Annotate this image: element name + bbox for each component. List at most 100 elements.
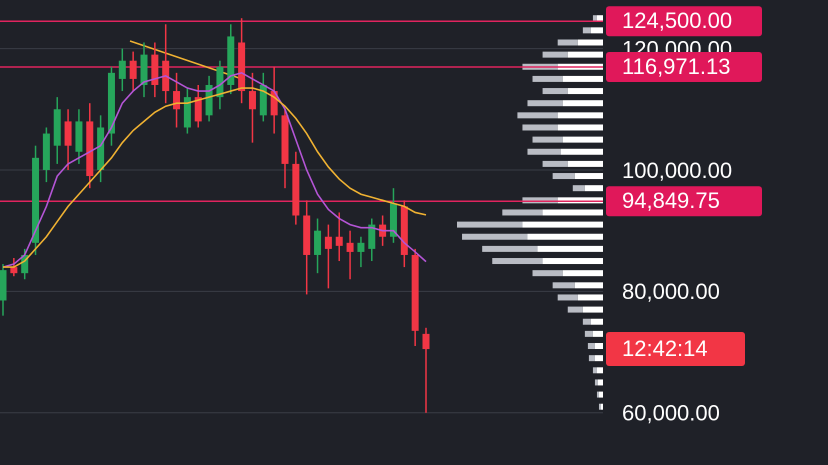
candle-body	[346, 242, 354, 252]
profile-buy	[527, 233, 603, 240]
candle-body	[75, 121, 83, 152]
profile-buy	[600, 403, 603, 410]
candle-body	[292, 163, 300, 216]
profile-buy	[562, 136, 603, 143]
candle-body	[64, 121, 72, 146]
candle-body	[281, 115, 289, 164]
profile-sell	[482, 245, 538, 252]
profile-buy	[577, 294, 603, 301]
price-line-label: 124,500.00	[622, 8, 732, 33]
candle-body	[324, 236, 332, 249]
profile-sell	[582, 318, 591, 325]
candle-body	[42, 133, 50, 170]
candle-body	[357, 242, 365, 252]
candle-body	[314, 230, 322, 255]
trend-line	[129, 40, 246, 81]
profile-buy	[582, 306, 603, 313]
profile-sell	[557, 294, 578, 301]
candle-body	[151, 54, 159, 85]
price-line-label: 116,971.13	[622, 54, 730, 79]
profile-sell	[584, 330, 593, 337]
profile-sell	[582, 27, 591, 34]
profile-sell	[527, 100, 563, 107]
profile-sell	[502, 209, 543, 216]
profile-sell	[522, 197, 558, 204]
profile-buy	[574, 173, 603, 180]
profile-sell	[587, 343, 595, 350]
candle-body	[10, 267, 18, 274]
profile-sell	[492, 258, 543, 265]
candle-body	[140, 54, 148, 85]
moving-average	[3, 87, 427, 268]
profile-sell	[542, 88, 568, 95]
y-tick-label: 100,000.00	[622, 158, 732, 183]
profile-sell	[542, 51, 568, 58]
candle-body	[32, 157, 40, 243]
profile-sell	[532, 270, 563, 277]
candle-body	[0, 270, 7, 301]
profile-buy	[567, 88, 603, 95]
countdown: 12:42:14	[622, 336, 708, 361]
candle-body	[227, 36, 235, 85]
candle-body	[129, 60, 137, 79]
profile-sell	[567, 306, 583, 313]
price-axis: 60,000.0080,000.00100,000.00120,000.0012…	[606, 6, 762, 426]
candle-body	[335, 236, 343, 246]
y-tick-label: 60,000.00	[622, 401, 720, 426]
candle-body	[205, 84, 213, 116]
candle-body	[400, 206, 408, 255]
profile-buy	[597, 379, 603, 386]
profile-sell	[532, 136, 563, 143]
profile-sell	[598, 403, 601, 410]
candle-body	[411, 254, 419, 331]
moving-average	[2, 71, 427, 268]
profile-sell	[588, 355, 595, 362]
candle-body	[248, 91, 256, 110]
profile-sell	[557, 39, 578, 46]
profile-buy	[537, 245, 603, 252]
profile-sell	[457, 221, 523, 228]
moving-averages	[2, 71, 427, 268]
profile-buy	[542, 209, 603, 216]
candle-body	[183, 97, 191, 128]
profile-buy	[562, 75, 603, 82]
profile-buy	[574, 282, 603, 289]
profile-buy	[596, 367, 603, 374]
candle-body	[53, 109, 61, 146]
profile-buy	[598, 391, 603, 398]
price-line-label-bg	[606, 6, 762, 37]
profile-buy	[596, 15, 603, 22]
profile-sell	[552, 173, 575, 180]
profile-buy	[567, 160, 603, 167]
profile-sell	[594, 379, 598, 386]
profile-sell	[592, 15, 597, 22]
candle-body	[86, 121, 94, 177]
profile-buy	[594, 355, 603, 362]
price-line-label-bg	[606, 51, 762, 82]
y-tick-label: 80,000.00	[622, 279, 720, 304]
profile-sell	[527, 148, 561, 155]
profile-buy	[522, 221, 603, 228]
profile-sell	[542, 160, 568, 167]
profile-buy	[562, 100, 603, 107]
countdown-bg	[606, 332, 745, 367]
profile-sell	[572, 185, 585, 192]
profile-buy	[562, 270, 603, 277]
candle-body	[368, 224, 376, 249]
candle-body	[194, 97, 202, 122]
price-lines	[0, 20, 603, 202]
candle-body	[422, 333, 430, 350]
profile-buy	[542, 258, 603, 265]
profile-buy	[577, 39, 603, 46]
profile-sell	[592, 367, 597, 374]
profile-sell	[522, 124, 558, 131]
profile-buy	[560, 148, 603, 155]
candle-body	[118, 60, 126, 79]
candle-body	[270, 91, 278, 116]
candle-body	[107, 72, 115, 134]
candle-body	[259, 84, 267, 116]
profile-buy	[557, 197, 603, 204]
profile-sell	[517, 112, 558, 119]
